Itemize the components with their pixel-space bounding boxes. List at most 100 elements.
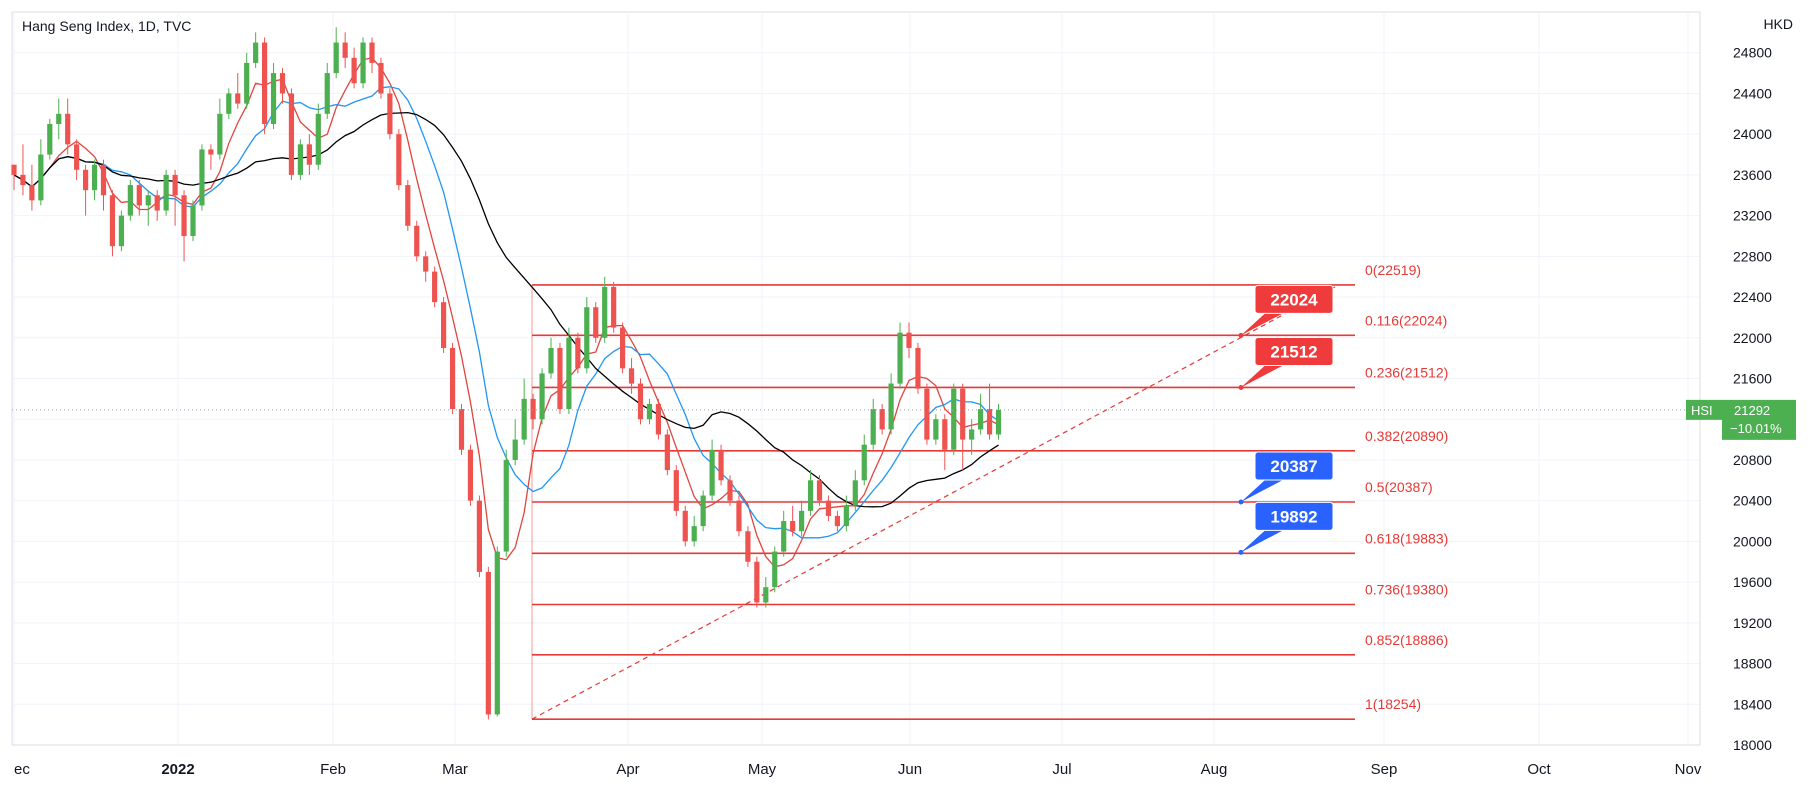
candle-up (47, 123, 53, 155)
candle-down (20, 174, 26, 186)
callout-box (1254, 284, 1334, 314)
callout-text: 19892 (1270, 507, 1317, 526)
candle-down (736, 500, 742, 532)
candle-up (781, 521, 787, 552)
callout-box (1254, 336, 1334, 366)
candle-up (199, 149, 205, 206)
y-tick-label: 18000 (1733, 737, 1772, 753)
y-tick-label: 23600 (1733, 167, 1772, 183)
candle-down (405, 185, 411, 226)
candle-down (83, 169, 89, 191)
callout-text: 20387 (1270, 457, 1317, 476)
chart-title: Hang Seng Index, 1D, TVC (22, 18, 192, 34)
fib-label: 0.236(21512) (1365, 364, 1448, 380)
ma-slow-line (13, 111, 999, 508)
candle-up (163, 174, 169, 211)
candle-down (986, 409, 993, 435)
candle-down (378, 62, 384, 94)
candle-up (691, 526, 697, 542)
candle-up (512, 439, 518, 460)
candle-down (467, 449, 474, 501)
candle-up (127, 185, 133, 216)
candle-up (190, 205, 196, 236)
fib-label: 0.5(20387) (1365, 479, 1433, 495)
x-tick-label: 2022 (161, 761, 194, 778)
candle-up (244, 62, 250, 104)
y-tick-label: 22000 (1733, 330, 1772, 346)
callout-box (1254, 501, 1334, 531)
y-tick-label: 24400 (1733, 85, 1772, 101)
callout-anchor (1238, 549, 1244, 555)
candle-up (861, 444, 867, 481)
y-tick-label: 18400 (1733, 696, 1772, 712)
price-label: 21292 (1734, 403, 1770, 418)
candle-up (270, 73, 277, 124)
fib-label: 0.618(19883) (1365, 530, 1448, 546)
candle-down (682, 510, 688, 542)
candle-up (602, 286, 608, 338)
candle-up (118, 215, 124, 247)
callout-anchor (1238, 499, 1244, 505)
candle-up (503, 459, 509, 552)
candle-down (628, 368, 635, 384)
candle-down (29, 185, 35, 201)
x-tick-label: Jul (1052, 761, 1071, 778)
candle-down (790, 521, 796, 532)
candle-up (548, 347, 554, 374)
fib-label: 1(18254) (1365, 696, 1421, 712)
candle-up (978, 409, 984, 430)
candle-down (960, 388, 966, 440)
symbol-label: HSI (1691, 403, 1713, 418)
candle-up (226, 93, 232, 114)
candle-up (933, 419, 939, 440)
candle-up (91, 164, 98, 191)
candle-up (315, 113, 321, 165)
y-tick-label: 24000 (1733, 126, 1772, 142)
ma-fast-line (13, 57, 999, 568)
candle-up (995, 409, 1002, 435)
candle-down (530, 398, 536, 420)
candle-down (154, 195, 160, 211)
candle-up (584, 307, 590, 369)
candle-down (942, 419, 948, 450)
candle-down (136, 185, 142, 206)
y-tick-label: 20800 (1733, 452, 1772, 468)
candle-up (888, 383, 894, 430)
fib-label: 0.852(18886) (1365, 632, 1448, 648)
candle-down (109, 195, 116, 247)
candle-down (369, 42, 375, 63)
callout-pointer (1241, 479, 1283, 502)
candle-down (879, 409, 885, 430)
trend-line (531, 286, 1336, 720)
candle-down (825, 500, 832, 516)
x-tick-label: Nov (1675, 761, 1702, 778)
callout-text: 21512 (1270, 342, 1317, 361)
change-label: −10.01% (1730, 421, 1782, 436)
candle-down (262, 42, 268, 124)
candle-down (655, 403, 661, 435)
x-tick-label: Feb (320, 761, 346, 778)
candle-up (56, 113, 62, 124)
y-tick-label: 22400 (1733, 289, 1772, 305)
candle-up (709, 449, 715, 496)
callout-anchor (1238, 332, 1244, 338)
candle-down (673, 470, 679, 511)
fib-label: 0.736(19380) (1365, 582, 1448, 598)
candle-up (521, 398, 527, 440)
candle-down (288, 93, 295, 175)
y-tick-label: 19200 (1733, 615, 1772, 631)
y-tick-label: 24800 (1733, 45, 1772, 61)
candle-down (449, 347, 456, 410)
candle-down (485, 571, 491, 715)
y-tick-label: 20000 (1733, 533, 1772, 549)
callout-text: 22024 (1270, 290, 1318, 309)
price-badge (1722, 399, 1796, 440)
candle-down (11, 164, 17, 175)
candle-down (235, 93, 241, 104)
candle-up (969, 429, 975, 440)
candle-up (646, 403, 653, 420)
x-tick-label: Mar (442, 761, 468, 778)
currency-label: HKD (1763, 16, 1793, 32)
